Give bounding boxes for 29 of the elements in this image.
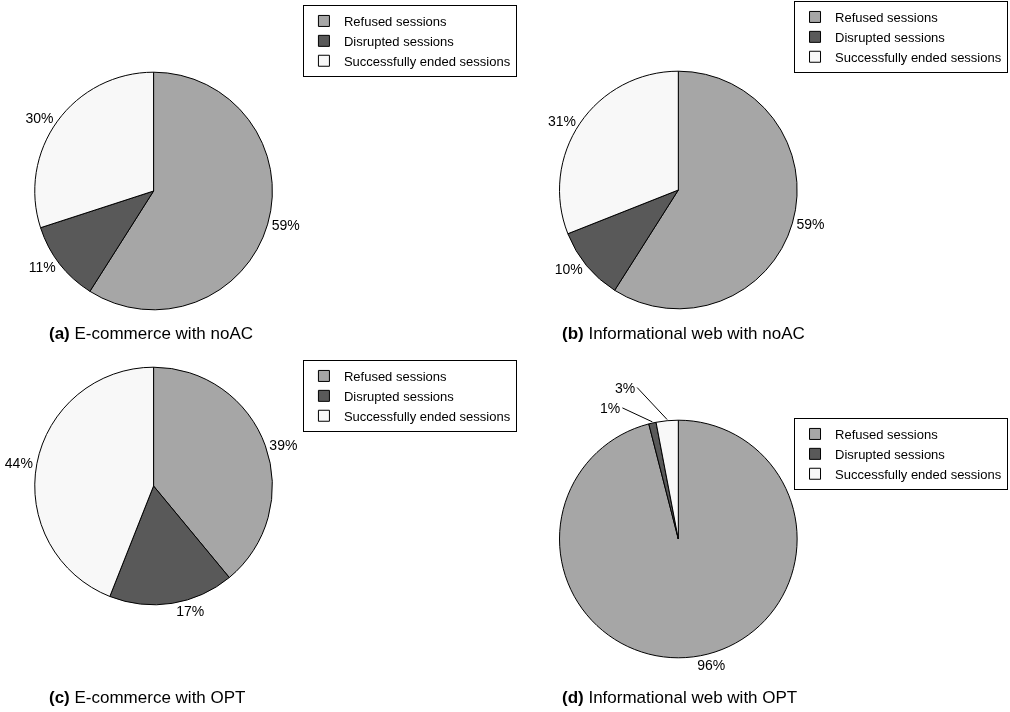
legend-label: Disrupted sessions	[835, 446, 946, 462]
data-label: 31%	[548, 112, 577, 129]
data-label: 96%	[697, 656, 726, 673]
data-label: 59%	[796, 215, 825, 232]
text: (a) E-commerce with noAC	[49, 324, 254, 343]
data-label: 1%	[600, 400, 621, 416]
data-label: 30%	[25, 110, 54, 127]
pie-slice	[559, 419, 798, 659]
legend-label: Disrupted sessions	[835, 29, 946, 45]
data-label: 44%	[4, 455, 33, 472]
legend-label: Refused sessions	[343, 369, 448, 385]
text: (b) Informational web with noAC	[562, 324, 805, 343]
data-label: 17%	[176, 603, 205, 620]
legend-label: Refused sessions	[835, 427, 939, 443]
data-label: 3%	[615, 380, 636, 396]
legend-label: Disrupted sessions	[343, 388, 455, 404]
legend-label: Disrupted sessions	[343, 33, 455, 49]
data-label: 11%	[28, 258, 56, 275]
legend-label: Successfully ended sessions	[343, 53, 511, 69]
data-label: 39%	[269, 436, 298, 453]
text: (d) Informational web with OPT	[562, 688, 798, 707]
legend-label: Refused sessions	[343, 14, 448, 30]
text: (c) E-commerce with OPT	[49, 688, 246, 707]
legend-label: Successfully ended sessions	[835, 466, 1002, 482]
legend-label: Successfully ended sessions	[835, 49, 1002, 65]
data-label: 59%	[271, 216, 300, 233]
legend-label: Refused sessions	[835, 10, 939, 26]
data-label: 10%	[554, 260, 583, 277]
legend-label: Successfully ended sessions	[343, 408, 511, 424]
